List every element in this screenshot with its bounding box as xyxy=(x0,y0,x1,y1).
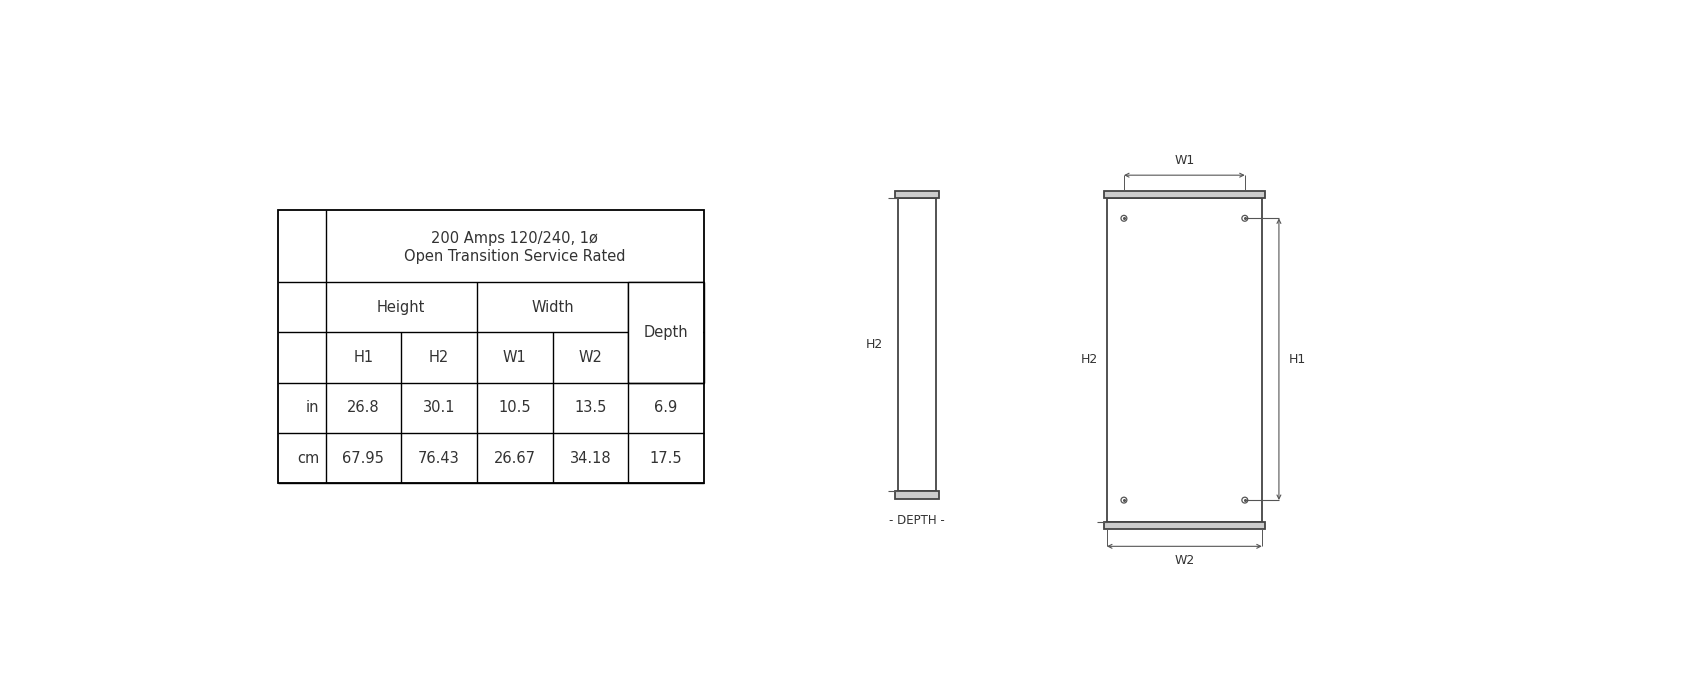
Text: 26.8: 26.8 xyxy=(347,400,379,415)
Text: 200 Amps 120/240, 1ø: 200 Amps 120/240, 1ø xyxy=(432,231,598,246)
Text: 76.43: 76.43 xyxy=(418,451,461,466)
Text: 17.5: 17.5 xyxy=(650,451,683,466)
Polygon shape xyxy=(1104,191,1265,198)
Text: 34.18: 34.18 xyxy=(569,451,612,466)
Text: in: in xyxy=(307,400,320,415)
Text: H2: H2 xyxy=(429,350,449,365)
Text: H1: H1 xyxy=(354,350,373,365)
Text: Depth: Depth xyxy=(644,325,688,340)
Text: Open Transition Service Rated: Open Transition Service Rated xyxy=(403,248,625,263)
Text: W2: W2 xyxy=(1174,554,1194,567)
Polygon shape xyxy=(1104,522,1265,529)
Text: 67.95: 67.95 xyxy=(342,451,385,466)
Polygon shape xyxy=(628,283,703,382)
Polygon shape xyxy=(894,491,940,498)
Polygon shape xyxy=(894,191,940,198)
Text: 26.67: 26.67 xyxy=(493,451,535,466)
Text: H2: H2 xyxy=(1081,353,1098,366)
Text: W2: W2 xyxy=(578,350,603,365)
Text: W1: W1 xyxy=(1174,154,1194,167)
Text: - DEPTH -: - DEPTH - xyxy=(889,514,945,527)
Text: Height: Height xyxy=(378,300,425,315)
Text: H1: H1 xyxy=(1289,353,1306,366)
Text: cm: cm xyxy=(296,451,320,466)
Text: W1: W1 xyxy=(503,350,527,365)
Text: H2: H2 xyxy=(866,338,883,351)
Text: Width: Width xyxy=(532,300,574,315)
Text: 30.1: 30.1 xyxy=(424,400,456,415)
Text: 13.5: 13.5 xyxy=(574,400,606,415)
Text: 6.9: 6.9 xyxy=(654,400,678,415)
Text: 10.5: 10.5 xyxy=(498,400,530,415)
